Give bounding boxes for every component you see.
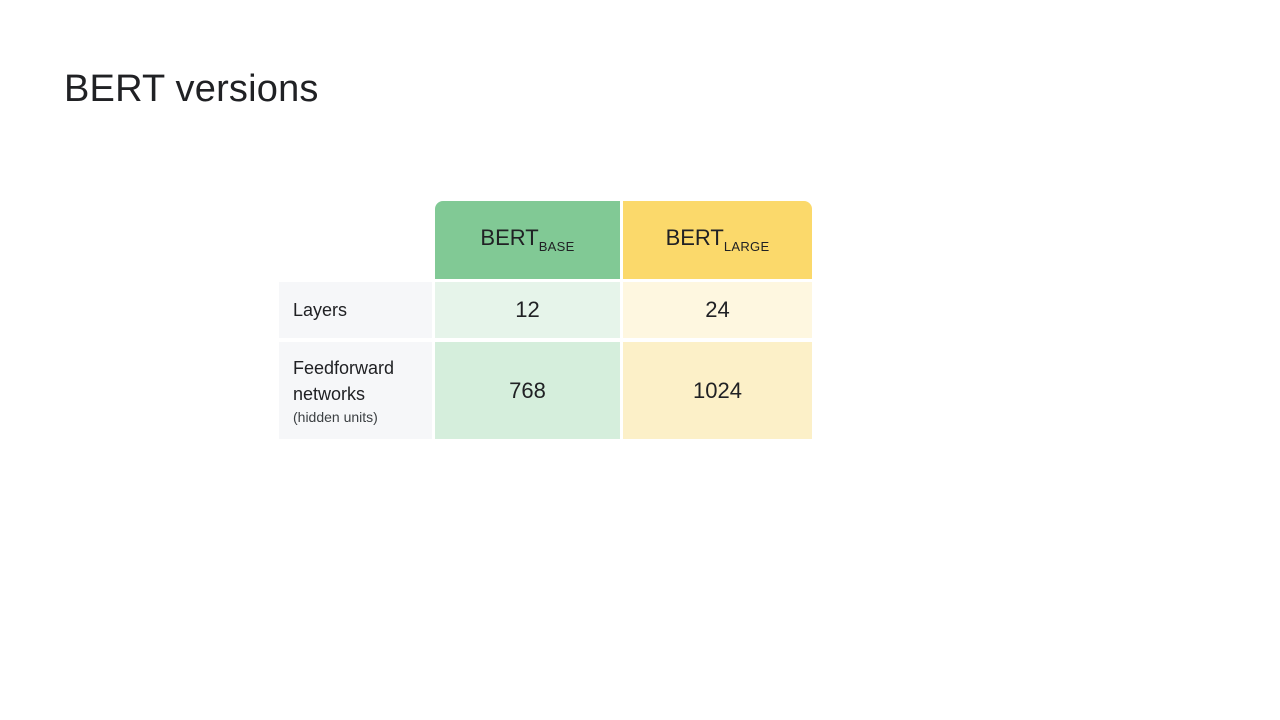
column-header-subscript: LARGE xyxy=(723,239,770,254)
column-header-bert-large: BERTLARGE xyxy=(623,201,812,279)
row-label-line: Feedforward xyxy=(293,357,395,378)
column-header-subscript: BASE xyxy=(538,239,575,254)
column-header-name: BERT xyxy=(665,225,724,250)
slide-title: BERT versions xyxy=(64,68,319,110)
row-label-line: networks xyxy=(293,383,366,404)
cell-layers-base: 12 xyxy=(435,282,620,338)
row-label-note: (hidden units) xyxy=(293,408,378,425)
row-label-layers: Layers xyxy=(279,282,432,338)
row-label-feedforward: Feedforward networks (hidden units) xyxy=(279,342,432,439)
column-header-bert-base: BERTBASE xyxy=(435,201,620,279)
cell-feedforward-base: 768 xyxy=(435,342,620,439)
cell-feedforward-large: 1024 xyxy=(623,342,812,439)
column-header-name: BERT xyxy=(480,225,539,250)
cell-layers-large: 24 xyxy=(623,282,812,338)
